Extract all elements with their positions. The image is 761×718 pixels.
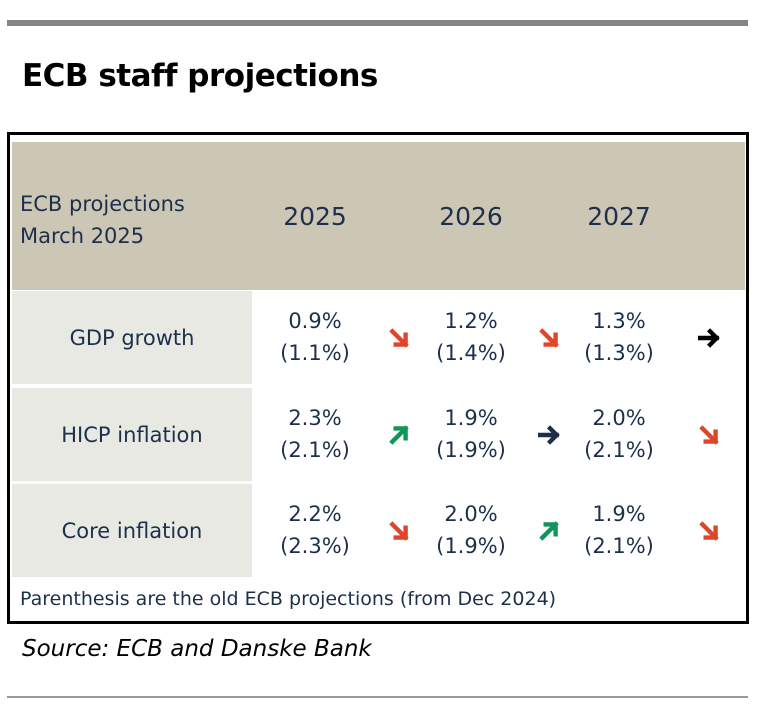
column-header-2025: 2025 <box>283 202 347 231</box>
column-header-2026: 2026 <box>439 202 503 231</box>
value-cell: 2.0% (2.1%) <box>559 402 679 466</box>
new-projection: 0.9% <box>288 309 342 333</box>
table-note: Parenthesis are the old ECB projections … <box>20 588 557 610</box>
new-projection: 2.0% <box>592 406 646 430</box>
row-label: Core inflation <box>12 484 252 577</box>
new-projection: 2.3% <box>288 406 342 430</box>
new-projection: 1.2% <box>444 309 498 333</box>
row-label: GDP growth <box>12 291 252 384</box>
arrow-up-icon <box>388 424 412 448</box>
page-title: ECB staff projections <box>22 58 378 94</box>
value-cell: 1.9% (2.1%) <box>559 498 679 562</box>
value-cell: 2.0% (1.9%) <box>411 498 531 562</box>
old-projection: (1.3%) <box>584 341 654 365</box>
top-rule <box>7 20 748 26</box>
arrow-down-icon <box>388 327 412 351</box>
arrow-down-icon <box>698 424 722 448</box>
row-label: HICP inflation <box>12 388 252 481</box>
new-projection: 2.0% <box>444 502 498 526</box>
table-header <box>12 142 745 290</box>
value-cell: 1.3% (1.3%) <box>559 305 679 369</box>
new-projection: 1.9% <box>592 502 646 526</box>
value-cell: 2.3% (2.1%) <box>255 402 375 466</box>
old-projection: (2.1%) <box>280 438 350 462</box>
new-projection: 2.2% <box>288 502 342 526</box>
arrow-flat-icon <box>538 424 562 448</box>
value-cell: 1.2% (1.4%) <box>411 305 531 369</box>
corner-label-line1: ECB projections <box>20 192 185 216</box>
column-header-2027: 2027 <box>587 202 651 231</box>
old-projection: (1.9%) <box>436 534 506 558</box>
old-projection: (2.1%) <box>584 438 654 462</box>
old-projection: (1.9%) <box>436 438 506 462</box>
arrow-up-icon <box>538 520 562 544</box>
arrow-flat-icon <box>698 327 722 351</box>
old-projection: (1.1%) <box>280 341 350 365</box>
arrow-down-icon <box>538 327 562 351</box>
source-text: Source: ECB and Danske Bank <box>22 636 372 662</box>
old-projection: (2.1%) <box>584 534 654 558</box>
value-cell: 1.9% (1.9%) <box>411 402 531 466</box>
value-cell: 0.9% (1.1%) <box>255 305 375 369</box>
old-projection: (2.3%) <box>280 534 350 558</box>
corner-label: ECB projections March 2025 <box>20 188 185 252</box>
corner-label-line2: March 2025 <box>20 224 145 248</box>
arrow-down-icon <box>698 520 722 544</box>
bottom-rule <box>7 696 748 698</box>
value-cell: 2.2% (2.3%) <box>255 498 375 562</box>
arrow-down-icon <box>388 520 412 544</box>
new-projection: 1.9% <box>444 406 498 430</box>
old-projection: (1.4%) <box>436 341 506 365</box>
new-projection: 1.3% <box>592 309 646 333</box>
table-frame <box>7 132 749 624</box>
